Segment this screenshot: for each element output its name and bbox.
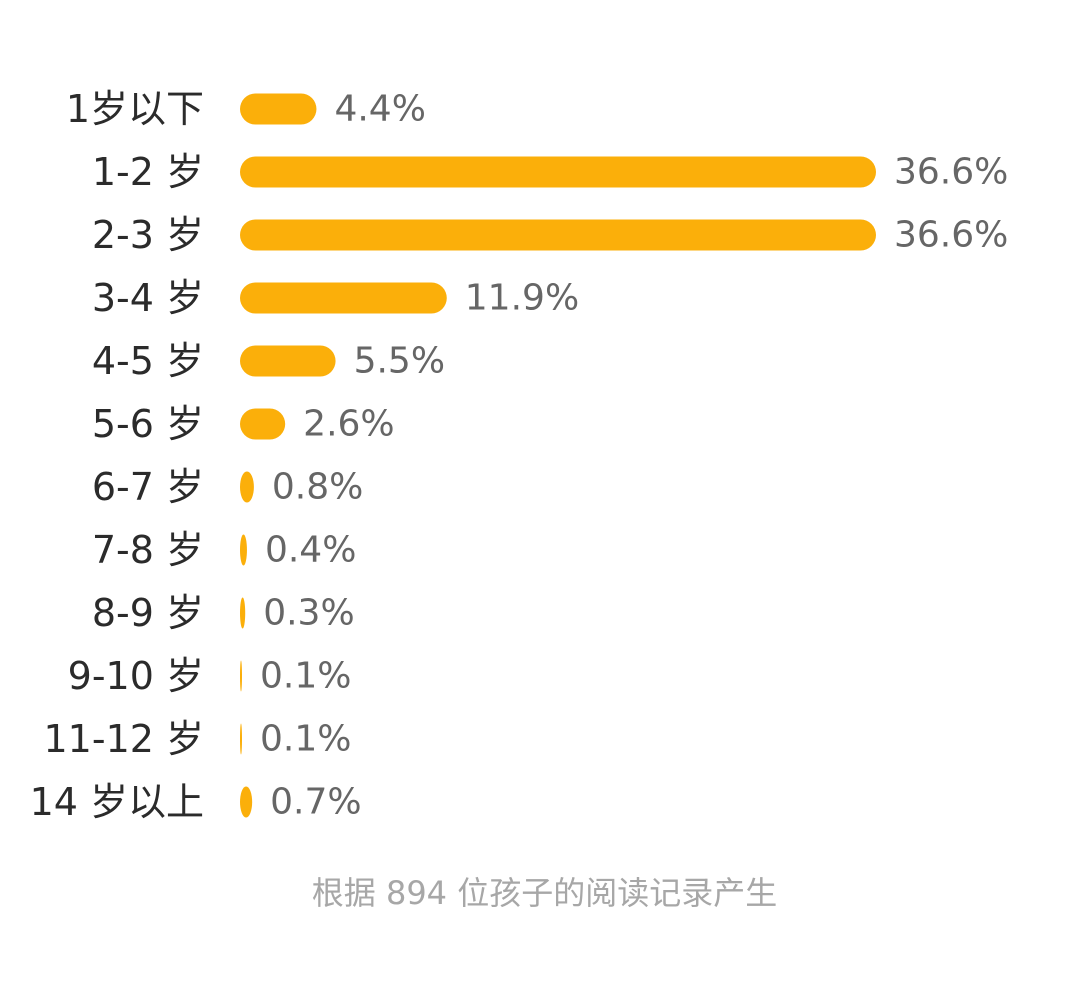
category-label: 4-5 岁	[92, 339, 204, 383]
bar	[240, 345, 336, 377]
bar	[240, 93, 317, 125]
value-label: 5.5%	[354, 341, 445, 382]
value-label: 11.9%	[465, 278, 579, 319]
bar	[240, 408, 286, 440]
value-label: 0.1%	[260, 656, 351, 697]
bar-row: 4-5 岁 5.5%	[92, 339, 445, 383]
bar	[240, 471, 254, 503]
category-label: 9-10 岁	[68, 654, 204, 698]
category-label: 5-6 岁	[92, 402, 204, 446]
value-label: 0.3%	[263, 593, 354, 634]
bar	[240, 786, 253, 818]
value-label: 36.6%	[894, 215, 1008, 256]
bar-row: 7-8 岁 0.4%	[92, 528, 357, 572]
bar-row: 2-3 岁 36.6%	[92, 213, 1009, 257]
bar	[240, 723, 242, 755]
bar	[240, 156, 876, 188]
bar-row: 5-6 岁 2.6%	[92, 402, 395, 446]
category-label: 8-9 岁	[92, 591, 204, 635]
value-label: 0.7%	[270, 782, 361, 823]
bar	[240, 597, 246, 629]
value-label: 36.6%	[894, 152, 1008, 193]
category-label: 2-3 岁	[92, 213, 204, 257]
value-label: 0.4%	[265, 530, 356, 571]
bar-row: 11-12 岁 0.1%	[44, 717, 352, 761]
category-label: 1-2 岁	[92, 150, 204, 194]
category-label: 3-4 岁	[92, 276, 204, 320]
bar-row: 8-9 岁 0.3%	[92, 591, 355, 635]
bar	[240, 660, 242, 692]
bar-row: 14 岁以上 0.7%	[30, 780, 362, 824]
bar-row: 1岁以下 4.4%	[66, 87, 426, 131]
bar	[240, 534, 247, 566]
value-label: 0.1%	[260, 719, 351, 760]
value-label: 2.6%	[303, 404, 394, 445]
bar-row: 3-4 岁 11.9%	[92, 276, 579, 320]
bar-row: 1-2 岁 36.6%	[92, 150, 1009, 194]
chart-footnote: 根据 894 位孩子的阅读记录产生	[311, 874, 778, 912]
bar-row: 9-10 岁 0.1%	[68, 654, 352, 698]
category-label: 6-7 岁	[92, 465, 204, 509]
age-distribution-chart: 1岁以下 4.4% 1-2 岁 36.6% 2-3 岁 36.6% 3-4 岁 11.9% 4-…	[30, 87, 1009, 824]
bar	[240, 219, 876, 251]
value-label: 4.4%	[334, 89, 425, 130]
category-label: 7-8 岁	[92, 528, 204, 572]
category-label: 11-12 岁	[44, 717, 205, 761]
category-label: 1岁以下	[66, 87, 204, 131]
bar	[240, 282, 447, 314]
value-label: 0.8%	[272, 467, 363, 508]
bar-row: 6-7 岁 0.8%	[92, 465, 364, 509]
category-label: 14 岁以上	[30, 780, 204, 824]
